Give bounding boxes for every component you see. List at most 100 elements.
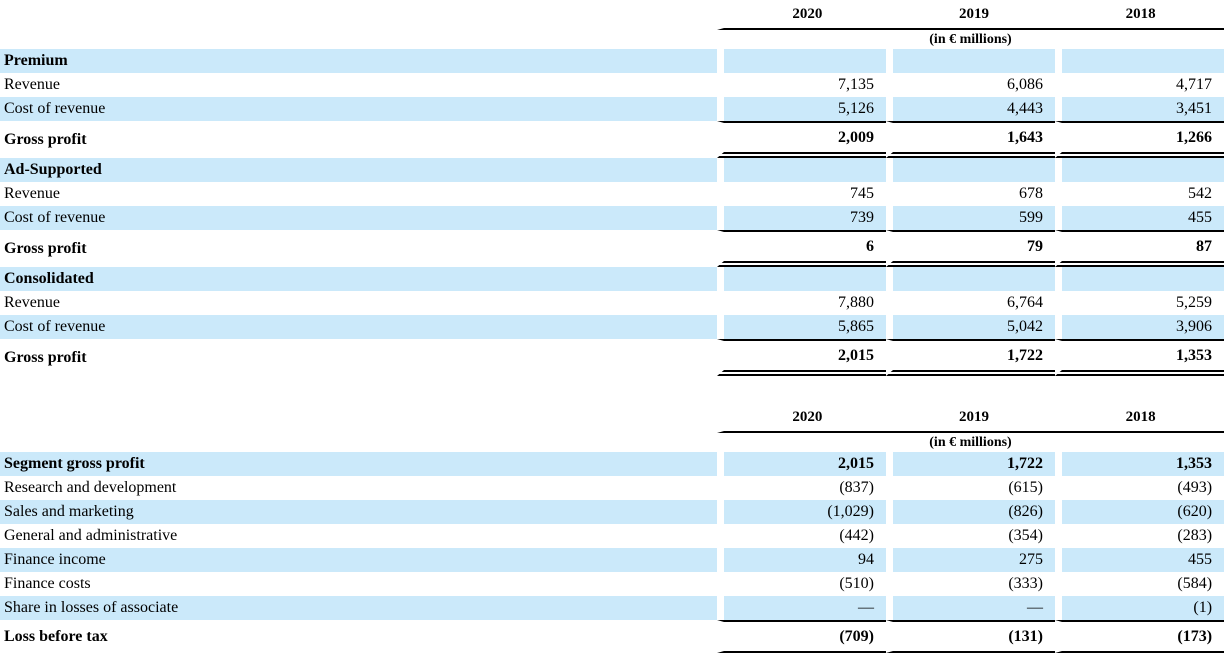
value-2020: 739 <box>717 206 886 230</box>
value-2018: (620) <box>1055 500 1224 524</box>
row-label: Cost of revenue <box>0 315 717 339</box>
row-label: Ad-Supported <box>0 158 717 182</box>
total-row: Gross profit 2,015 1,722 1,353 <box>0 339 1224 376</box>
value-2019: 1,643 <box>886 121 1055 158</box>
value-2018 <box>1055 267 1224 291</box>
value-2020: (1,029) <box>717 500 886 524</box>
total-row: Loss before tax (709) (131) (173) <box>0 620 1224 653</box>
value-2018: 5,259 <box>1055 291 1224 315</box>
row-label: Revenue <box>4 294 60 311</box>
value-2018: 1,353 <box>1055 452 1224 476</box>
table-row: Share in losses of associate — — (1) <box>0 596 1224 620</box>
value-2018: (1) <box>1055 596 1224 620</box>
year-headers: 2020 2019 2018 <box>717 0 1224 30</box>
row-label: Consolidated <box>0 267 717 291</box>
value-2019 <box>886 158 1055 182</box>
table-row: Cost of revenue 739 599 455 <box>0 206 1224 230</box>
year-column-header: 2019 <box>959 5 989 22</box>
value-2018: 3,906 <box>1055 315 1224 339</box>
value-2018: 1,353 <box>1055 339 1224 376</box>
value-2020: 5,865 <box>717 315 886 339</box>
value-2020: — <box>717 596 886 620</box>
value-2020: (510) <box>717 572 886 596</box>
table-row: Sales and marketing (1,029) (826) (620) <box>0 500 1224 524</box>
value-2018: 87 <box>1055 230 1224 267</box>
value-2018: (493) <box>1055 476 1224 500</box>
value-2020: (709) <box>717 620 886 653</box>
value-2018 <box>1055 49 1224 73</box>
unit-note-row: (in € millions) <box>0 30 1224 49</box>
row-label: Gross profit <box>4 239 87 257</box>
value-2020: 5,126 <box>717 97 886 121</box>
table-row: Finance income 94 275 455 <box>0 548 1224 572</box>
value-2019: (333) <box>886 572 1055 596</box>
value-2018: 1,266 <box>1055 121 1224 158</box>
value-2020 <box>717 267 886 291</box>
value-2019: 6,086 <box>886 73 1055 97</box>
total-row: Gross profit 6 79 87 <box>0 230 1224 267</box>
row-label: General and administrative <box>4 527 178 544</box>
value-2019: (826) <box>886 500 1055 524</box>
value-2018: 455 <box>1055 206 1224 230</box>
header-spacer <box>0 403 717 433</box>
row-label: Finance costs <box>4 575 91 592</box>
unit-note: (in € millions) <box>929 31 1012 47</box>
value-2019 <box>886 49 1055 73</box>
table-header-row: 2020 2019 2018 <box>0 403 1224 433</box>
total-row: Gross profit 2,009 1,643 1,266 <box>0 121 1224 158</box>
row-label: Finance income <box>0 548 717 572</box>
header-spacer <box>0 0 717 30</box>
value-2020: 2,015 <box>717 339 886 376</box>
value-2019: 1,722 <box>886 452 1055 476</box>
row-label: Segment gross profit <box>0 452 717 476</box>
row-label: Revenue <box>4 185 60 202</box>
row-label: Gross profit <box>4 130 87 148</box>
unit-note: (in € millions) <box>929 434 1012 450</box>
year-column-header: 2020 <box>792 408 823 425</box>
value-2020: 94 <box>717 548 886 572</box>
value-2018: (584) <box>1055 572 1224 596</box>
year-column-header: 2018 <box>1125 408 1156 425</box>
value-2019: 6,764 <box>886 291 1055 315</box>
value-2018: (283) <box>1055 524 1224 548</box>
table-row: Revenue 7,880 6,764 5,259 <box>0 291 1224 315</box>
table-row: Revenue 745 678 542 <box>0 182 1224 206</box>
row-label: Gross profit <box>4 348 87 366</box>
value-2018: (173) <box>1055 620 1224 653</box>
row-label: Sales and marketing <box>0 500 717 524</box>
value-2019: 5,042 <box>886 315 1055 339</box>
value-2020: 745 <box>717 182 886 206</box>
value-2018: 542 <box>1055 182 1224 206</box>
value-2020: 2,009 <box>717 121 886 158</box>
year-headers: 2020 2019 2018 <box>717 403 1224 433</box>
row-label: Premium <box>0 49 717 73</box>
table-row: Finance costs (510) (333) (584) <box>0 572 1224 596</box>
value-2020: 7,135 <box>717 73 886 97</box>
row-label: Cost of revenue <box>0 206 717 230</box>
value-2019: 275 <box>886 548 1055 572</box>
section-row-consolidated: Consolidated <box>0 267 1224 291</box>
unit-note-row: (in € millions) <box>0 433 1224 452</box>
section-row-premium: Premium <box>0 49 1224 73</box>
row-label: Research and development <box>4 479 177 496</box>
table-row: Research and development (837) (615) (49… <box>0 476 1224 500</box>
table-row: Cost of revenue 5,865 5,042 3,906 <box>0 315 1224 339</box>
value-2020: 6 <box>717 230 886 267</box>
table-row: Cost of revenue 5,126 4,443 3,451 <box>0 97 1224 121</box>
value-2019: — <box>886 596 1055 620</box>
value-2019: 678 <box>886 182 1055 206</box>
segment-gross-profit-table: 2020 2019 2018 (in € millions) Premium R… <box>0 0 1224 376</box>
value-2019 <box>886 267 1055 291</box>
table-row: General and administrative (442) (354) (… <box>0 524 1224 548</box>
value-2020 <box>717 49 886 73</box>
year-column-header: 2018 <box>1125 5 1156 22</box>
year-column-header: 2019 <box>959 408 989 425</box>
value-2019: (131) <box>886 620 1055 653</box>
value-2019: 79 <box>886 230 1055 267</box>
row-label: Loss before tax <box>4 627 108 645</box>
value-2018: 455 <box>1055 548 1224 572</box>
value-2019: 1,722 <box>886 339 1055 376</box>
value-2019: 4,443 <box>886 97 1055 121</box>
value-2019: (615) <box>886 476 1055 500</box>
value-2019: 599 <box>886 206 1055 230</box>
